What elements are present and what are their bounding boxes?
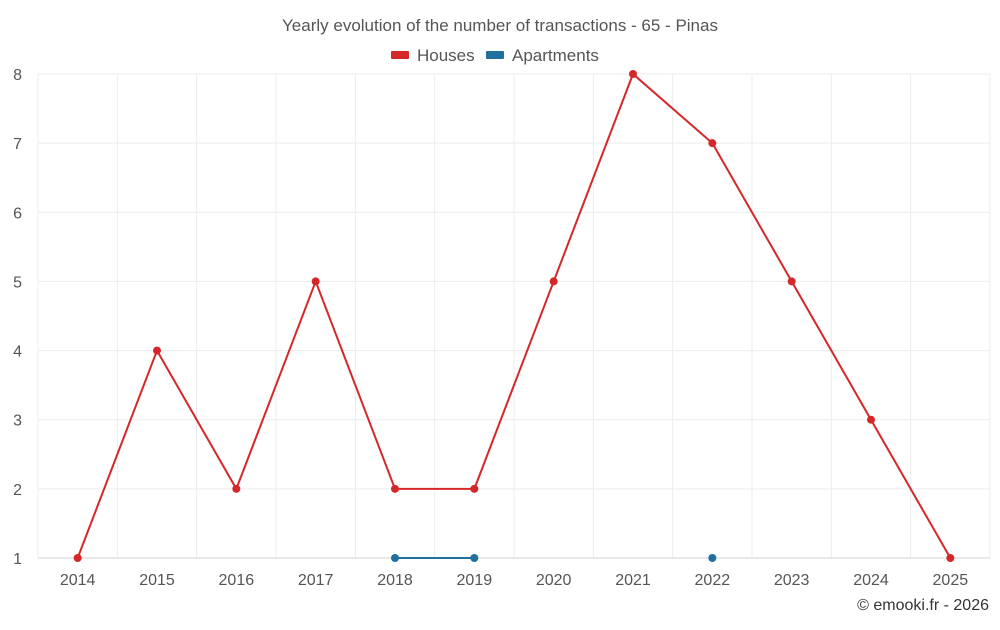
- data-point-apartments[interactable]: [708, 554, 717, 562]
- y-tick-label: 2: [13, 482, 22, 499]
- data-point-houses[interactable]: [391, 484, 399, 493]
- series: [73, 70, 955, 562]
- x-tick-label: 2016: [219, 572, 255, 589]
- series-line-houses: [552, 73, 634, 283]
- x-tick-label: 2022: [695, 572, 731, 589]
- x-tick-label: 2020: [536, 572, 572, 589]
- data-point-houses[interactable]: [867, 415, 875, 424]
- y-tick-label: 3: [13, 413, 22, 430]
- data-point-houses[interactable]: [73, 554, 82, 562]
- y-tick-label: 6: [13, 205, 22, 222]
- x-tick-label: 2017: [298, 572, 334, 589]
- legend: Houses Apartments: [391, 46, 599, 65]
- series-line-houses: [156, 349, 238, 490]
- data-point-houses[interactable]: [946, 554, 955, 562]
- x-tick-label: 2019: [457, 572, 493, 589]
- axes: 1 2 3 4 5 6 7 8 2014 2015 2016 2017 2018 2019 2020 2021…: [13, 67, 990, 589]
- y-tick-label: 1: [13, 551, 22, 568]
- series-line-houses: [632, 73, 714, 145]
- x-tick-label: 2014: [60, 572, 96, 589]
- data-point-houses[interactable]: [470, 484, 479, 493]
- x-tick-label: 2021: [615, 572, 651, 589]
- series-line-houses: [870, 418, 952, 559]
- series-apartments: [391, 554, 717, 562]
- legend-label-apartments: Apartments: [512, 46, 599, 65]
- series-houses: [73, 70, 955, 562]
- credit-text: © emooki.fr - 2026: [857, 597, 989, 614]
- x-tick-label: 2025: [933, 572, 969, 589]
- x-tick-label: 2018: [377, 572, 413, 589]
- data-point-houses[interactable]: [311, 277, 320, 286]
- data-point-houses[interactable]: [232, 484, 241, 493]
- series-line-houses: [76, 349, 158, 559]
- legend-item-houses[interactable]: Houses: [391, 46, 475, 65]
- data-point-apartments[interactable]: [470, 554, 479, 562]
- y-tick-label: 8: [13, 67, 22, 84]
- legend-item-apartments[interactable]: Apartments: [486, 46, 599, 65]
- series-line-houses: [473, 280, 555, 490]
- y-tick-label: 5: [13, 274, 22, 291]
- data-point-houses[interactable]: [708, 139, 717, 148]
- data-point-apartments[interactable]: [391, 554, 399, 562]
- x-tick-label: 2015: [139, 572, 175, 589]
- x-tick-label: 2024: [853, 572, 889, 589]
- legend-label-houses: Houses: [417, 46, 475, 65]
- data-point-houses[interactable]: [629, 70, 637, 78]
- legend-swatch-houses: [391, 51, 409, 59]
- y-tick-label: 7: [13, 136, 22, 153]
- gridlines: [37, 73, 991, 558]
- y-tick-label: 4: [13, 344, 22, 361]
- legend-swatch-apartments: [486, 51, 504, 59]
- data-point-houses[interactable]: [153, 346, 161, 355]
- series-line-houses: [314, 280, 396, 490]
- series-line-houses: [790, 280, 872, 421]
- x-tick-label: 2023: [774, 572, 810, 589]
- chart-title: Yearly evolution of the number of transa…: [282, 16, 718, 35]
- data-point-houses[interactable]: [787, 277, 796, 286]
- series-line-houses: [711, 142, 793, 283]
- data-point-houses[interactable]: [549, 277, 558, 286]
- series-line-houses: [235, 280, 317, 490]
